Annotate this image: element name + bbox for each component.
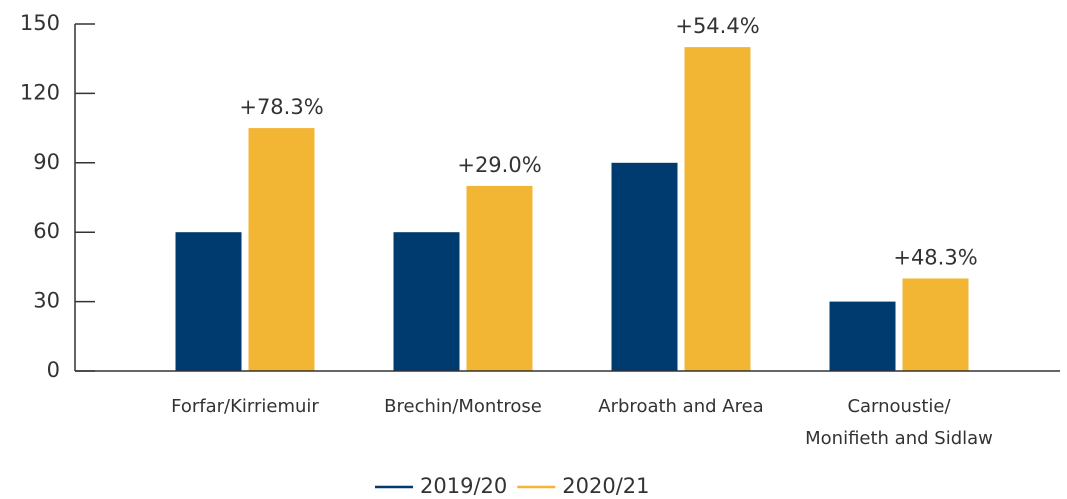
y-tick-label: 120 [20, 80, 60, 104]
bar [829, 301, 896, 371]
y-tick-label: 90 [33, 150, 60, 174]
legend-label: 2020/21 [562, 474, 649, 498]
annotation: +48.3% [893, 245, 977, 269]
y-tick-label: 0 [47, 358, 60, 382]
bar [684, 47, 751, 372]
y-tick-label: 60 [33, 219, 60, 243]
bar [175, 232, 242, 371]
y-tick-label: 30 [33, 289, 60, 313]
annotation: +29.0% [457, 153, 541, 177]
x-tick-label: Arbroath and Area [598, 396, 764, 417]
bar [393, 232, 460, 371]
bar [902, 278, 969, 371]
y-tick-label: 150 [20, 11, 60, 35]
annotation: +78.3% [239, 95, 323, 119]
bar [248, 128, 315, 371]
legend-label: 2019/20 [420, 474, 507, 498]
bar [466, 185, 533, 371]
annotation: +54.4% [675, 14, 759, 38]
x-tick-label: Carnoustie/ Monifieth and Sidlaw [805, 396, 993, 449]
x-tick-label: Brechin/Montrose [384, 396, 542, 417]
bar [611, 162, 678, 371]
x-tick-label: Forfar/Kirriemuir [171, 396, 319, 417]
